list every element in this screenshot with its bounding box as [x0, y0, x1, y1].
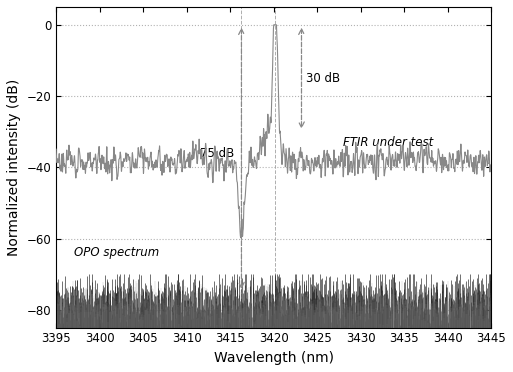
X-axis label: Wavelength (nm): Wavelength (nm): [213, 351, 333, 365]
Text: 75 dB: 75 dB: [200, 147, 234, 160]
Text: OPO spectrum: OPO spectrum: [73, 246, 159, 259]
Text: 30 dB: 30 dB: [306, 72, 340, 85]
Y-axis label: Normalized intensity (dB): Normalized intensity (dB): [7, 78, 21, 256]
Text: FTIR under test: FTIR under test: [343, 136, 433, 149]
